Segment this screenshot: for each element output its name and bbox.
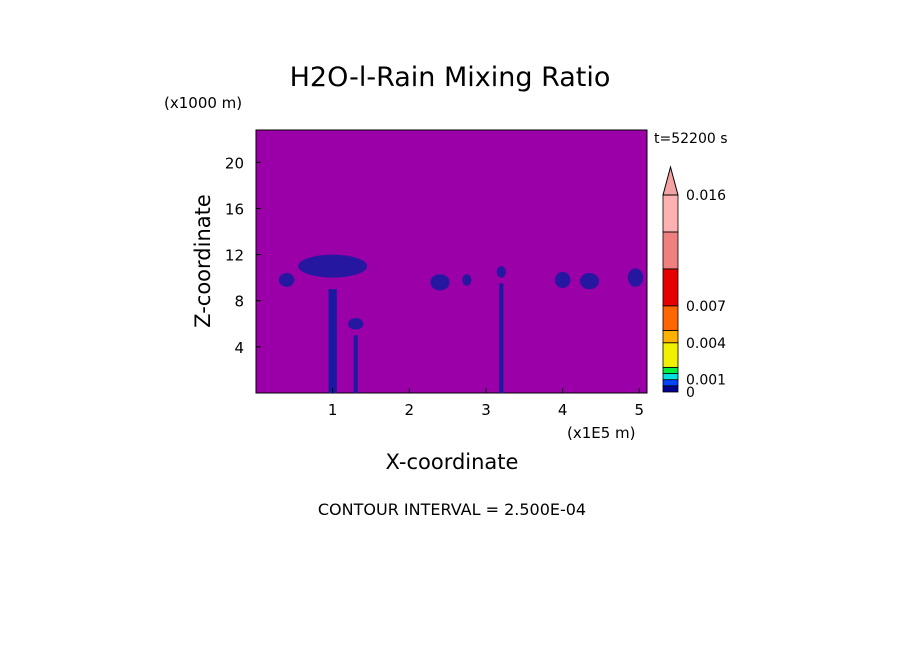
x-axis: 1 2 3 4 5 [328,388,644,419]
x-tick-label-0: 1 [328,401,338,419]
colorbar-label-4: 0.016 [686,188,726,204]
chart-title: H2O-l-Rain Mixing Ratio [290,62,611,93]
rain-feature-2 [348,318,364,330]
y-tick-label-4: 20 [225,154,244,172]
rain-feature-4 [462,274,472,286]
y-tick-label-3: 16 [225,200,244,218]
rain-feature-7 [579,273,600,290]
colorbar-band-9 [662,194,679,233]
rain-feature-1 [298,254,368,278]
y-unit-label: (x1000 m) [164,94,242,112]
rain-feature-5 [496,266,506,278]
colorbar-band-0 [662,385,679,393]
colorbar-band-2 [662,373,679,381]
contour-interval-footer: CONTOUR INTERVAL = 2.500E-04 [318,500,586,519]
rain-feature-6 [555,271,571,289]
colorbar-label-3: 0.007 [686,299,726,315]
colorbar-extension-arrow [662,165,679,196]
colorbar-band-7 [662,268,679,307]
colorbar-band-3 [662,366,679,374]
x-tick-label-3: 4 [558,401,568,419]
y-tick-label-1: 8 [234,293,244,311]
colorbar-band-4 [662,342,679,368]
time-label: t=52200 s [654,131,728,147]
colorbar-band-8 [662,231,679,270]
rain-feature-0 [279,273,295,287]
x-axis-label: X-coordinate [386,450,519,474]
rain-column-2 [353,335,358,393]
rain-column-1 [328,289,337,393]
colorbar-band-1 [662,379,679,387]
colorbar: 00.001 0.004 0.007 0.016 [662,165,726,401]
rain-feature-3 [430,274,450,291]
y-axis-label: Z-coordinate [191,194,215,328]
colorbar-band-5 [662,330,679,344]
x-tick-label-1: 2 [405,401,415,419]
colorbar-label-1: 0.001 [686,373,726,389]
x-unit-label: (x1E5 m) [567,424,636,442]
y-axis: 4 8 12 16 20 [225,154,261,357]
colorbar-band-6 [662,305,679,331]
x-tick-label-4: 5 [635,401,645,419]
plot-area [255,129,648,394]
colorbar-label-2: 0.004 [686,336,726,352]
y-tick-label-0: 4 [234,339,244,357]
y-tick-label-2: 12 [225,247,244,265]
rain-column-5 [499,283,504,393]
rain-feature-8 [627,268,644,287]
x-tick-label-2: 3 [481,401,491,419]
colorbar-label-0: 0 [686,385,695,401]
